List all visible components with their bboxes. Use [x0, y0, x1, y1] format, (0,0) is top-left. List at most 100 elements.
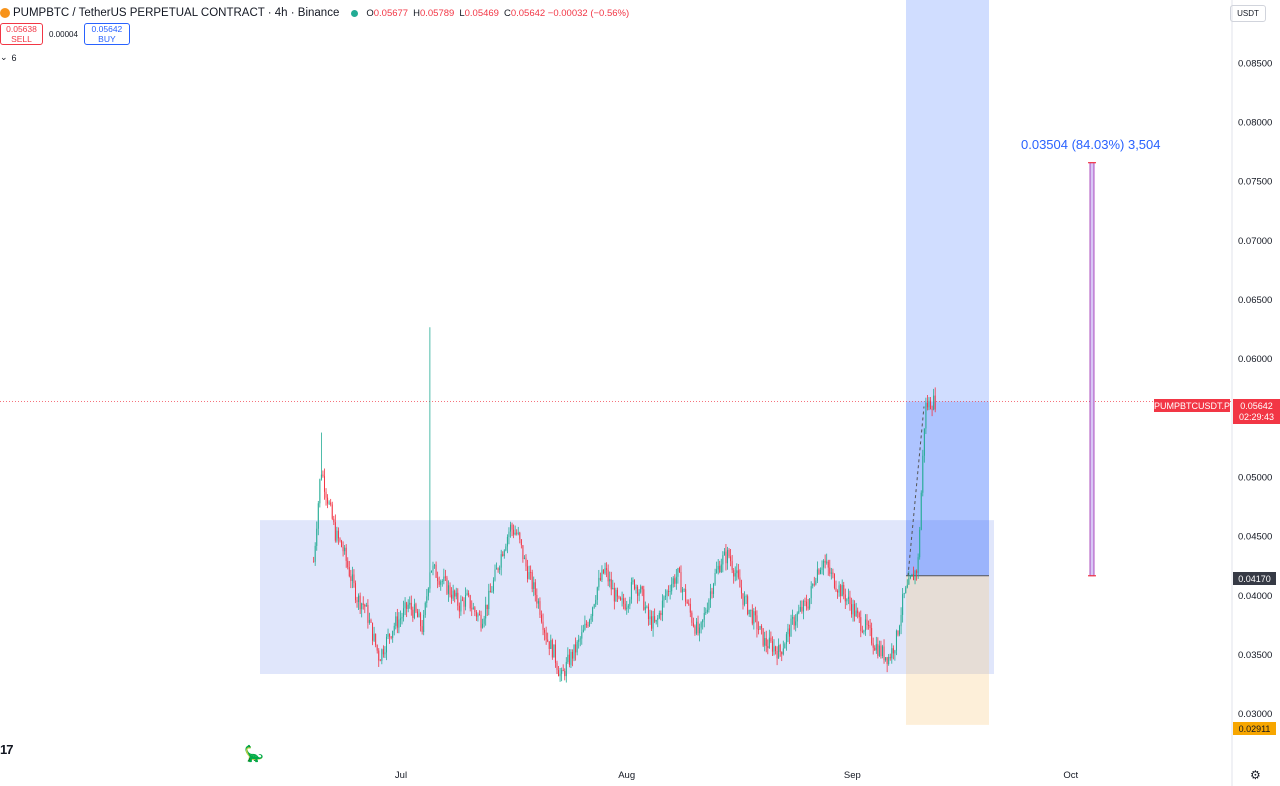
candle-body — [489, 590, 491, 593]
candle-body — [728, 550, 730, 557]
sell-price: 0.05638 — [6, 24, 37, 34]
candle-body — [637, 586, 639, 596]
candle-body — [392, 630, 394, 638]
candle-body — [821, 567, 823, 570]
candle-body — [722, 555, 724, 565]
candle-body — [812, 583, 814, 587]
candle-body — [863, 630, 865, 633]
candle-body — [888, 657, 890, 665]
candle-body — [767, 646, 769, 649]
candle-body — [387, 633, 389, 637]
candle-body — [652, 616, 654, 629]
candle-body — [688, 603, 690, 605]
symbol-title[interactable]: PUMPBTC / TetherUS PERPETUAL CONTRACT · … — [13, 7, 340, 19]
candle-body — [599, 577, 601, 580]
settings-gear-icon[interactable]: ⚙ — [1250, 768, 1261, 782]
candle-body — [423, 614, 425, 632]
candle-body — [835, 587, 837, 591]
tradingview-logo[interactable]: 17 — [0, 742, 14, 757]
candle-body — [496, 568, 498, 570]
candle-body — [460, 599, 462, 612]
candle-body — [751, 609, 753, 624]
candle-body — [723, 551, 725, 556]
candle-body — [826, 561, 828, 563]
candle-body — [827, 561, 829, 568]
sell-label: SELL — [11, 34, 32, 44]
buy-button[interactable]: 0.05642 BUY — [83, 23, 130, 45]
candle-body — [313, 561, 315, 563]
candle-body — [671, 583, 673, 592]
candle-body — [674, 578, 676, 584]
candle-body — [683, 589, 685, 591]
candle-body — [801, 606, 803, 612]
candle-body — [365, 605, 367, 607]
candle-body — [432, 565, 434, 571]
candle-body — [804, 601, 806, 602]
candle-body — [773, 646, 775, 652]
candle-body — [399, 618, 401, 620]
candle-body — [692, 622, 694, 627]
candle-body — [886, 657, 888, 665]
candle-body — [861, 631, 863, 633]
candle-body — [330, 502, 332, 505]
y-tick-label: 0.04000 — [1238, 591, 1272, 602]
candle-body — [589, 619, 591, 626]
candle-body — [421, 626, 423, 632]
candle-body — [838, 585, 840, 593]
candle-body — [705, 611, 707, 614]
buy-label: BUY — [98, 34, 116, 44]
candle-body — [403, 608, 405, 617]
candle-body — [441, 581, 443, 582]
candle-body — [342, 546, 344, 552]
x-tick-label: Aug — [618, 770, 635, 781]
candle-body — [531, 572, 533, 589]
candle-body — [525, 557, 527, 567]
candle-body — [316, 528, 318, 546]
candle-body — [759, 626, 761, 630]
candle-body — [358, 595, 360, 603]
candle-body — [771, 641, 773, 652]
candle-body — [849, 596, 851, 605]
candle-body — [866, 619, 868, 626]
candle-body — [390, 636, 392, 638]
candle-body — [807, 606, 809, 609]
candle-body — [615, 589, 617, 602]
candle-body — [756, 615, 758, 630]
candle-body — [730, 556, 732, 562]
candle-body — [537, 601, 539, 604]
candle-body — [410, 602, 412, 610]
candle-body — [341, 540, 343, 547]
candle-body — [362, 603, 364, 605]
candle-body — [846, 599, 848, 602]
candle-body — [624, 603, 626, 610]
candle-body — [379, 660, 381, 662]
candle-body — [354, 583, 356, 601]
candle-body — [607, 569, 609, 582]
currency-unit-button[interactable]: USDT — [1230, 5, 1266, 22]
candle-body — [337, 530, 339, 539]
candle-body — [345, 547, 347, 561]
candle-body — [465, 595, 467, 607]
candle-body — [633, 580, 635, 589]
candle-body — [336, 530, 338, 541]
indicators-toggle[interactable]: ⌄ 6 — [0, 52, 17, 63]
candle-body — [592, 607, 594, 617]
candle-body — [348, 567, 350, 577]
candle-body — [909, 576, 911, 578]
candle-body — [485, 604, 487, 619]
sell-button[interactable]: 0.05638 SELL — [0, 23, 43, 45]
candle-body — [385, 636, 387, 653]
candle-body — [446, 577, 448, 594]
candle-body — [917, 557, 919, 573]
candle-body — [539, 601, 541, 615]
replay-dino-icon[interactable]: 🦕 — [244, 746, 264, 763]
candle-body — [672, 578, 674, 584]
candle-body — [575, 644, 577, 653]
candle-body — [435, 564, 437, 578]
candle-body — [926, 402, 928, 408]
candle-body — [356, 600, 358, 603]
candle-body — [556, 662, 558, 671]
price-range-bar — [1089, 162, 1095, 577]
candle-body — [492, 580, 494, 592]
